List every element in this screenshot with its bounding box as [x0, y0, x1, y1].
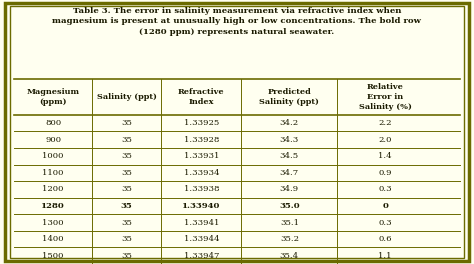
Text: 35: 35: [121, 235, 132, 243]
Text: 1280: 1280: [41, 202, 65, 210]
Text: Refractive
Index: Refractive Index: [178, 88, 225, 106]
Text: 1.33940: 1.33940: [182, 202, 220, 210]
Text: 0.6: 0.6: [378, 235, 392, 243]
Text: 1.33938: 1.33938: [183, 185, 219, 194]
Text: 35: 35: [121, 169, 132, 177]
Text: 1.1: 1.1: [378, 252, 392, 260]
Text: 2.2: 2.2: [378, 119, 392, 127]
Text: 800: 800: [45, 119, 61, 127]
Text: Table 3. The error in salinity measurement via refractive index when
magnesium i: Table 3. The error in salinity measureme…: [53, 7, 421, 36]
Text: 35: 35: [121, 202, 133, 210]
Text: 0: 0: [382, 202, 388, 210]
Text: 35: 35: [121, 185, 132, 194]
Text: 35.1: 35.1: [280, 219, 299, 227]
Text: 35: 35: [121, 219, 132, 227]
Text: 34.5: 34.5: [280, 152, 299, 160]
Text: 1.33947: 1.33947: [183, 252, 219, 260]
Text: 34.3: 34.3: [280, 136, 299, 144]
Text: 0.3: 0.3: [378, 219, 392, 227]
Text: 1200: 1200: [43, 185, 64, 194]
Text: 2.0: 2.0: [378, 136, 392, 144]
Text: 0.9: 0.9: [378, 169, 392, 177]
Text: 1500: 1500: [43, 252, 64, 260]
Text: 35.2: 35.2: [280, 235, 299, 243]
Text: 35.0: 35.0: [279, 202, 300, 210]
Text: Salinity (ppt): Salinity (ppt): [97, 93, 157, 101]
Text: 1.33944: 1.33944: [183, 235, 219, 243]
Text: Relative
Error in
Salinity (%): Relative Error in Salinity (%): [359, 83, 411, 111]
Text: Magnesium
(ppm): Magnesium (ppm): [27, 88, 80, 106]
Text: 1.4: 1.4: [378, 152, 392, 160]
Text: 35: 35: [121, 152, 132, 160]
Text: 0.3: 0.3: [378, 185, 392, 194]
Text: 35: 35: [121, 136, 132, 144]
Text: 34.9: 34.9: [280, 185, 299, 194]
Text: 34.7: 34.7: [280, 169, 299, 177]
Text: Predicted
Salinity (ppt): Predicted Salinity (ppt): [259, 88, 319, 106]
Text: 1000: 1000: [43, 152, 64, 160]
Text: 1.33941: 1.33941: [183, 219, 219, 227]
Text: 900: 900: [45, 136, 61, 144]
Text: 34.2: 34.2: [280, 119, 299, 127]
Text: 1400: 1400: [42, 235, 64, 243]
Text: 1.33931: 1.33931: [183, 152, 219, 160]
Text: 1300: 1300: [42, 219, 64, 227]
Text: 1.33928: 1.33928: [183, 136, 219, 144]
Text: 35: 35: [121, 119, 132, 127]
Text: 1.33934: 1.33934: [183, 169, 219, 177]
Text: 1.33925: 1.33925: [184, 119, 219, 127]
Text: 35.4: 35.4: [280, 252, 299, 260]
Text: 1100: 1100: [43, 169, 64, 177]
Text: 35: 35: [121, 252, 132, 260]
